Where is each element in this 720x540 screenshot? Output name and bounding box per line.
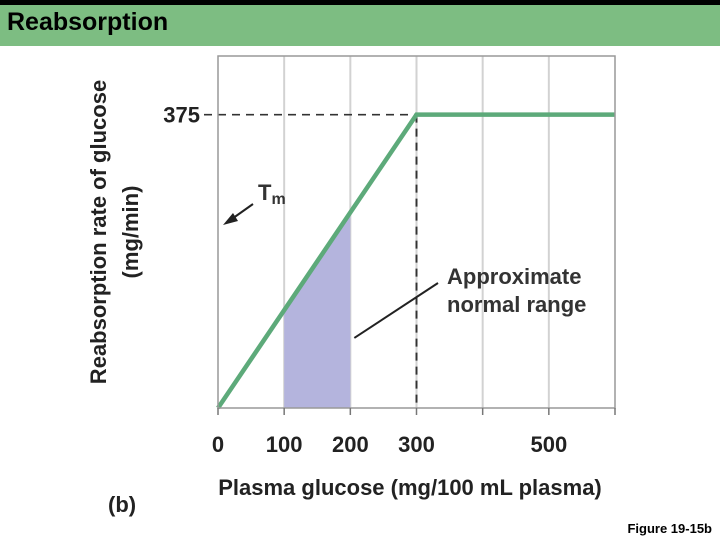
slide-title: Reabsorption: [7, 8, 169, 36]
y-axis-unit: (mg/min): [118, 186, 143, 279]
x-tick-label-500: 500: [530, 432, 567, 457]
normal-range-pointer: [353, 282, 439, 339]
panel-label: (b): [108, 492, 136, 517]
x-ticks: 0 100 200 300 500: [212, 408, 616, 457]
normal-range-label-line-2: normal range: [447, 292, 586, 317]
y-tick-label-375: 375: [163, 103, 200, 128]
x-tick-label-100: 100: [266, 432, 303, 457]
tm-arrowhead: [223, 213, 238, 225]
figure-reference: Figure 19-15b: [627, 521, 712, 536]
normal-range-shade: [284, 212, 351, 408]
y-axis-title: Reabsorption rate of glucose: [86, 80, 111, 384]
series: [216, 112, 615, 410]
normal-range-region: [284, 212, 351, 408]
reference-lines: [204, 113, 418, 408]
annotations: Tm Approximate normal range: [223, 180, 586, 339]
normal-range-label-line-1: Approximate: [447, 264, 581, 289]
series-line: [216, 112, 615, 410]
tm-label: Tm: [258, 180, 286, 208]
x-tick-label-300: 300: [398, 432, 435, 457]
x-axis-title: Plasma glucose (mg/100 mL plasma): [218, 475, 602, 500]
x-tick-label-0: 0: [212, 432, 224, 457]
title-bar: [0, 0, 720, 46]
x-tick-label-200: 200: [332, 432, 369, 457]
y-ticks: 375: [163, 103, 200, 128]
